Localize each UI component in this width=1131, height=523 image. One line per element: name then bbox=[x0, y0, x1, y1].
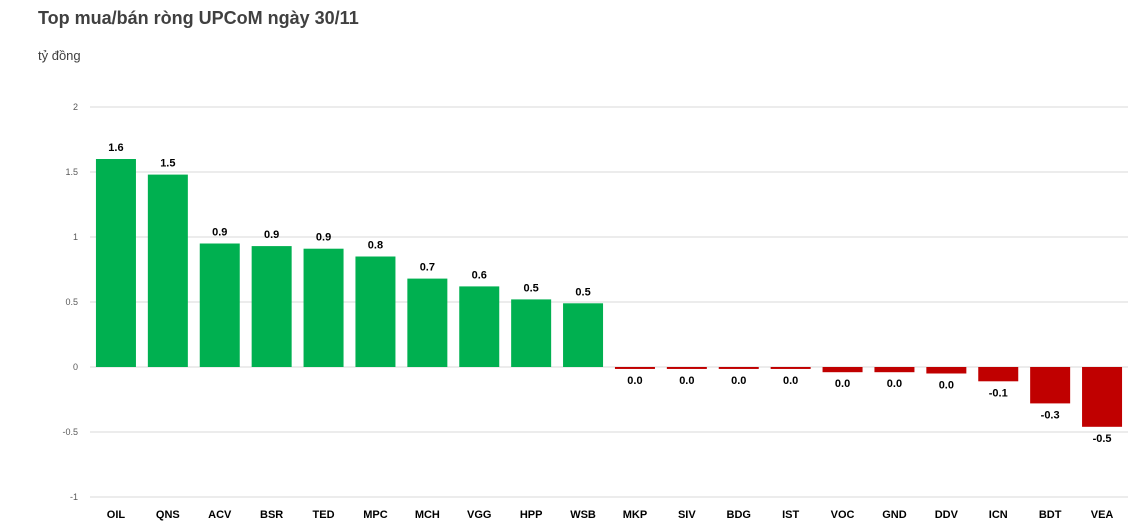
data-label: 1.6 bbox=[108, 142, 123, 154]
data-label: -0.5 bbox=[1093, 433, 1112, 445]
y-tick-label: -0.5 bbox=[62, 427, 78, 437]
label-layer: 1.6 OIL 1.5 QNS 0.9 ACV 0.9 BSR 0.9 TED 0.8 MPC 0.7 M… bbox=[107, 142, 1114, 521]
bar-gnd bbox=[874, 367, 915, 373]
data-label: 0.9 bbox=[212, 227, 227, 239]
x-tick-label: ICN bbox=[989, 509, 1008, 521]
data-label: 0.0 bbox=[679, 375, 694, 387]
y-tick-label: 2 bbox=[73, 102, 78, 112]
data-label: 0.0 bbox=[731, 375, 746, 387]
data-label: -0.3 bbox=[1041, 409, 1060, 421]
x-tick-label: OIL bbox=[107, 509, 126, 521]
data-label: 0.0 bbox=[939, 380, 954, 392]
bar-vea bbox=[1082, 367, 1123, 427]
bar-ist bbox=[770, 367, 811, 369]
bar-mpc bbox=[355, 256, 396, 367]
y-tick-label: 1 bbox=[73, 232, 78, 242]
bar-bsr bbox=[251, 246, 292, 367]
y-tick-label: 0 bbox=[73, 362, 78, 372]
bar-ddv bbox=[926, 367, 967, 374]
bar-mch bbox=[407, 278, 448, 367]
x-tick-label: GND bbox=[882, 509, 907, 521]
bar-vgg bbox=[459, 286, 500, 367]
bar-acv bbox=[199, 243, 240, 367]
bar-icn bbox=[978, 367, 1019, 382]
data-label: 0.9 bbox=[264, 229, 279, 241]
bar-siv bbox=[666, 367, 707, 369]
y-tick-label: 0.5 bbox=[65, 297, 78, 307]
data-label: 0.0 bbox=[627, 375, 642, 387]
x-tick-label: MCH bbox=[415, 509, 440, 521]
bar-bdt bbox=[1030, 367, 1071, 404]
data-label: 0.8 bbox=[368, 240, 383, 252]
bar-qns bbox=[147, 174, 188, 367]
data-label: 0.7 bbox=[420, 262, 435, 274]
data-label: 0.0 bbox=[783, 375, 798, 387]
x-tick-label: QNS bbox=[156, 509, 180, 521]
x-tick-label: HPP bbox=[520, 509, 543, 521]
bar-voc bbox=[822, 367, 863, 373]
x-tick-label: MPC bbox=[363, 509, 388, 521]
x-tick-label: TED bbox=[313, 509, 335, 521]
x-tick-label: SIV bbox=[678, 509, 696, 521]
data-label: 0.9 bbox=[316, 232, 331, 244]
bar-wsb bbox=[563, 303, 604, 367]
data-label: 0.6 bbox=[472, 269, 487, 281]
x-tick-label: VGG bbox=[467, 509, 491, 521]
data-label: 1.5 bbox=[160, 158, 175, 170]
unit-label: tỷ đồng bbox=[38, 48, 81, 63]
chart-title: Top mua/bán ròng UPCoM ngày 30/11 bbox=[38, 8, 359, 28]
bar-bdg bbox=[718, 367, 759, 369]
x-tick-label: MKP bbox=[623, 509, 647, 521]
data-label: 0.5 bbox=[524, 282, 539, 294]
x-tick-label: BDG bbox=[727, 509, 751, 521]
data-label: -0.1 bbox=[989, 387, 1008, 399]
data-label: 0.0 bbox=[835, 378, 850, 390]
bar-mkp bbox=[614, 367, 655, 369]
x-tick-label: VOC bbox=[831, 509, 855, 521]
bar-hpp bbox=[511, 299, 552, 367]
x-tick-label: ACV bbox=[208, 509, 232, 521]
x-tick-label: DDV bbox=[935, 509, 959, 521]
x-tick-label: BDT bbox=[1039, 509, 1062, 521]
y-tick-label: 1.5 bbox=[65, 167, 78, 177]
x-tick-label: IST bbox=[782, 509, 799, 521]
x-tick-label: VEA bbox=[1091, 509, 1114, 521]
x-tick-label: WSB bbox=[570, 509, 596, 521]
bar-ted bbox=[303, 248, 344, 367]
x-tick-label: BSR bbox=[260, 509, 283, 521]
bar-oil bbox=[95, 159, 136, 367]
data-label: 0.0 bbox=[887, 378, 902, 390]
y-tick-label: -1 bbox=[70, 492, 78, 502]
data-label: 0.5 bbox=[575, 286, 590, 298]
bar-layer bbox=[95, 159, 1123, 427]
